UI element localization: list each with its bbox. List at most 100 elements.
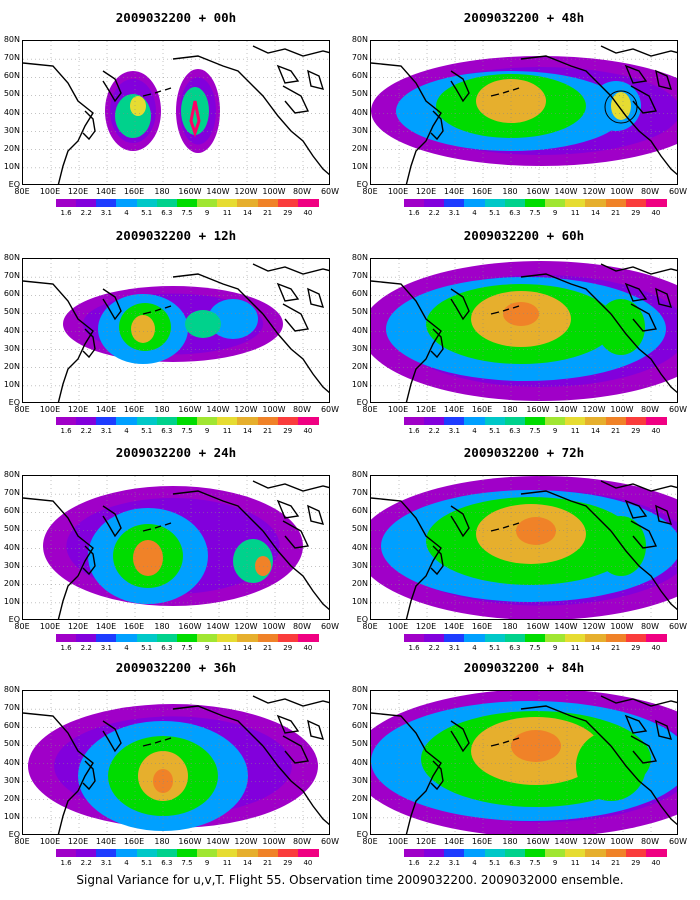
variance-contour-fill xyxy=(426,497,636,585)
latitude-label: EQ xyxy=(356,830,368,839)
colorbar-swatch xyxy=(645,199,667,207)
colorbar-swatch xyxy=(96,849,118,857)
latitude-label: 50N xyxy=(351,739,368,749)
longitude-label: 160W xyxy=(526,837,550,846)
colorbar-level-label: 11 xyxy=(570,644,580,652)
map-plot xyxy=(22,258,330,403)
variance-contour-fill xyxy=(476,79,546,123)
latitude-label: 60N xyxy=(3,71,20,81)
colorbar-level-label: 11 xyxy=(570,859,580,867)
colorbar-swatch xyxy=(524,417,546,425)
colorbar-swatch xyxy=(645,849,667,857)
variance-contour-fill xyxy=(516,517,556,545)
latitude-label: 20N xyxy=(3,578,20,588)
colorbar-swatch xyxy=(217,634,239,642)
coastline xyxy=(142,305,172,315)
coastline xyxy=(655,69,673,90)
longitude-label: 160W xyxy=(526,187,550,196)
colorbar-level-label: 5.1 xyxy=(489,209,501,217)
colorbar-level-label: 21 xyxy=(611,209,621,217)
longitude-label: 60W xyxy=(320,405,340,414)
colorbar-swatch xyxy=(484,634,506,642)
variance-contour-fill xyxy=(179,77,217,145)
coastline xyxy=(630,303,658,332)
colorbar-swatch xyxy=(625,634,647,642)
panel-title: 2009032200 + 72h xyxy=(463,445,585,460)
colorbar-swatch xyxy=(404,634,425,642)
latitude-label: EQ xyxy=(8,398,20,407)
colorbar-swatch xyxy=(96,417,118,425)
colorbar-level-label: 5.1 xyxy=(141,644,153,652)
colorbar-swatch xyxy=(237,417,259,425)
colorbar-level-label: 7.5 xyxy=(529,644,541,652)
map-plot xyxy=(22,40,330,185)
colorbar-level-label: 2.2 xyxy=(428,427,440,435)
coastline xyxy=(307,287,325,308)
latitude-label: 10N xyxy=(3,596,20,606)
variance-contour-fill xyxy=(153,769,173,793)
colorbar-swatch xyxy=(217,417,239,425)
variance-contour-fill xyxy=(233,539,273,583)
panel-title: 2009032200 + 24h xyxy=(115,445,237,460)
colorbar-level-label: 5.1 xyxy=(489,644,501,652)
variance-contour-fill xyxy=(421,711,651,807)
colorbar-swatch xyxy=(424,634,446,642)
coastline xyxy=(102,288,122,321)
colorbar-swatch xyxy=(605,634,627,642)
colorbar-swatch xyxy=(156,199,178,207)
colorbar-level-label: 6.3 xyxy=(161,644,173,652)
latitude-label: 20N xyxy=(3,143,20,153)
colorbar-swatch xyxy=(404,199,425,207)
latitude-label: 10N xyxy=(351,596,368,606)
longitude-label: 180 xyxy=(502,622,518,631)
colorbar-swatch xyxy=(565,634,587,642)
colorbar-level-label: 14 xyxy=(242,644,252,652)
latitude-label: 40N xyxy=(3,107,20,117)
colorbar-swatch xyxy=(444,417,466,425)
colorbar-level-label: 4 xyxy=(472,427,477,435)
latitude-label: 80N xyxy=(351,685,368,694)
colorbar-swatch xyxy=(504,199,526,207)
longitude-label: 100E xyxy=(387,405,409,414)
variance-contour-fill xyxy=(110,79,156,143)
variance-contour-fill xyxy=(393,275,677,387)
colorbar-level-label: 14 xyxy=(242,859,252,867)
coastline xyxy=(282,520,310,549)
colorbar-level-label: 40 xyxy=(651,209,661,217)
coastline xyxy=(520,55,677,176)
variance-contour-fill xyxy=(130,96,146,116)
coastline xyxy=(23,280,94,402)
colorbar-level-label: 6.3 xyxy=(161,859,173,867)
longitude-label: 160E xyxy=(123,187,145,196)
colorbar-level-label: 1.6 xyxy=(408,427,420,435)
colorbar-swatch xyxy=(565,199,587,207)
latitude-label: 30N xyxy=(3,343,20,353)
colorbar-swatch xyxy=(464,849,486,857)
colorbar-level-label: 14 xyxy=(590,427,600,435)
colorbar-swatch xyxy=(257,849,279,857)
variance-contour-fill xyxy=(28,704,318,828)
colorbar-swatch xyxy=(605,849,627,857)
colorbar-level-label: 29 xyxy=(283,209,293,217)
colorbar-level-label: 11 xyxy=(222,644,232,652)
latitude-label: 40N xyxy=(351,107,368,117)
colorbar-level-label: 6.3 xyxy=(509,427,521,435)
coastline xyxy=(252,263,329,275)
coastline xyxy=(655,504,673,525)
map-plot xyxy=(22,475,330,620)
colorbar-swatch xyxy=(524,634,546,642)
longitude-label: 140E xyxy=(95,405,117,414)
panel-title: 2009032200 + 60h xyxy=(463,228,585,243)
colorbar-level-label: 40 xyxy=(651,859,661,867)
colorbar-swatch xyxy=(116,199,138,207)
coastline xyxy=(23,497,94,619)
colorbar-swatch xyxy=(136,849,158,857)
longitude-label: 100W xyxy=(610,837,634,846)
latitude-label: 40N xyxy=(3,757,20,767)
colorbar-swatch xyxy=(625,199,647,207)
coastline xyxy=(252,480,329,492)
colorbar: 1.6 2.2 3.1 4 5.1 6.3 7.5 9 11 14 21 29 40 xyxy=(404,849,667,869)
panel-title: 2009032200 + 12h xyxy=(115,228,237,243)
colorbar-swatch xyxy=(176,417,198,425)
coastline xyxy=(624,64,648,84)
